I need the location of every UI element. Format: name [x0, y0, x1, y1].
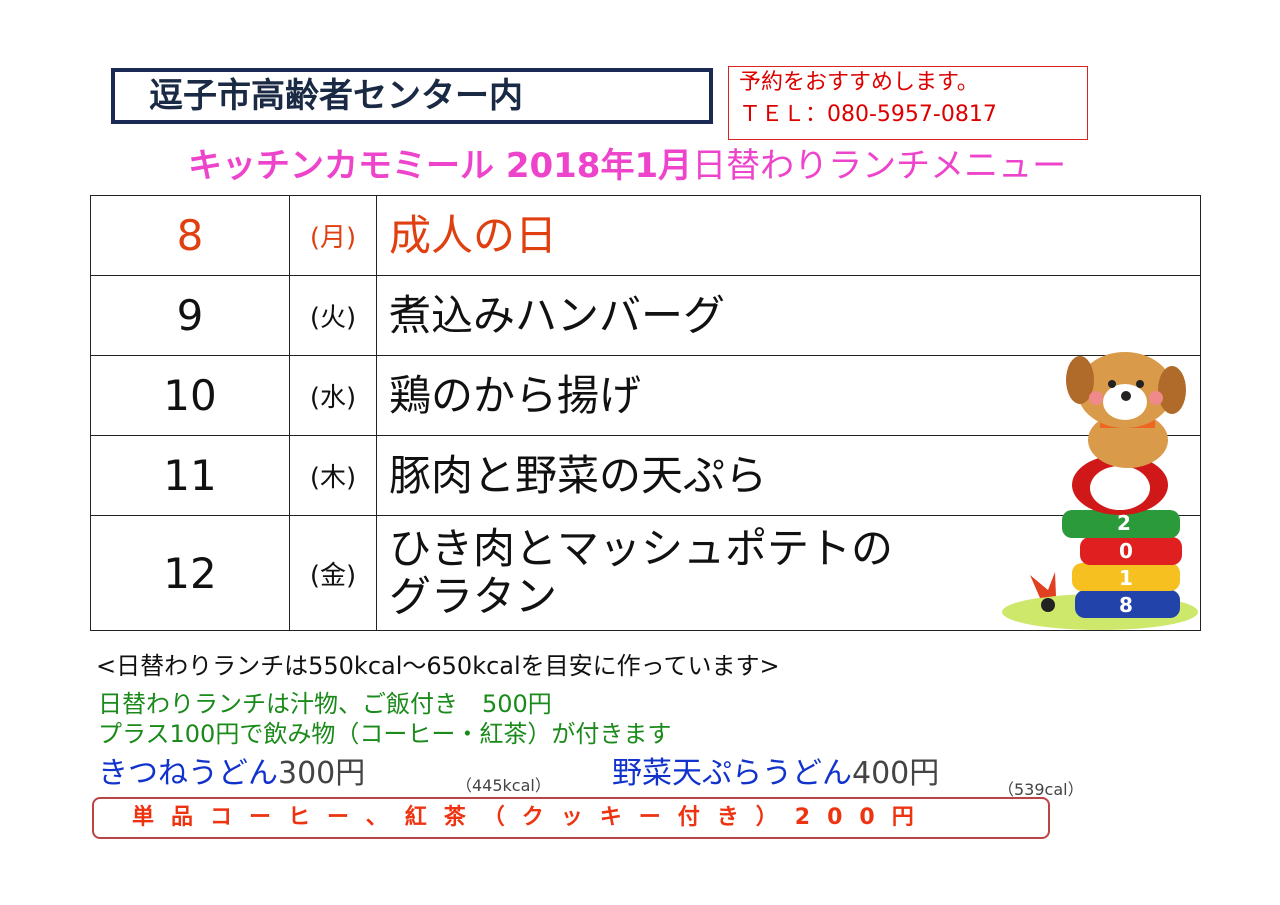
udon1-name: きつねうどん: [98, 756, 278, 791]
dish: ひき肉とマッシュポテトの グラタン: [376, 515, 1201, 631]
digit: 1: [1119, 566, 1133, 590]
udon2-price: 400円: [852, 756, 940, 791]
day: 9: [90, 275, 290, 356]
udon1-price: 300円: [278, 756, 366, 791]
table-row: 9 (火) 煮込みハンバーグ: [90, 275, 1201, 356]
menu-label: 日替わりランチメニュー: [692, 146, 1067, 186]
day: 10: [90, 355, 290, 436]
dog-on-daruma-icon: 2 0 1 8: [1002, 352, 1198, 630]
dish-line2: グラタン: [389, 572, 558, 621]
dish: 豚肉と野菜の天ぷら: [376, 435, 1201, 516]
udon1-calorie: （445kcal）: [456, 776, 551, 795]
drink-note: プラス100円で飲み物（コーヒー・紅茶）が付きます: [98, 720, 672, 748]
dish: 成人の日: [376, 195, 1201, 276]
table-row: 12 (金) ひき肉とマッシュポテトの グラタン: [90, 515, 1201, 631]
phone-number: ＴＥＬ：080-5957-0817: [739, 102, 997, 127]
weekday: (月): [289, 195, 377, 276]
reservation-box: 予約をおすすめします。 ＴＥＬ：080-5957-0817: [728, 66, 1088, 140]
reservation-text: 予約をおすすめします。: [739, 70, 979, 95]
menu-table: 8 (月) 成人の日 9 (火) 煮込みハンバーグ 10 (水) 鶏のから揚げ …: [90, 195, 1201, 631]
weekday: (火): [289, 275, 377, 356]
weekday: (木): [289, 435, 377, 516]
menu-title: キッチンカモミール 2018年1月日替わりランチメニュー: [188, 144, 1066, 188]
dish-line1: ひき肉とマッシュポテトの: [389, 524, 894, 573]
table-row: 11 (木) 豚肉と野菜の天ぷら: [90, 435, 1201, 516]
venue-title: 逗子市高齢者センター内: [111, 68, 713, 124]
weekday: (水): [289, 355, 377, 436]
digit: 8: [1119, 593, 1133, 617]
day: 8: [90, 195, 290, 276]
table-row: 10 (水) 鶏のから揚げ: [90, 355, 1201, 436]
weekday: (金): [289, 515, 377, 631]
digit: 2: [1117, 511, 1131, 535]
day: 12: [90, 515, 290, 631]
udon2-calorie: （539cal）: [998, 780, 1084, 799]
dish: 煮込みハンバーグ: [376, 275, 1201, 356]
shop-name: キッチンカモミール 2018年1月: [188, 146, 693, 186]
udon2-name: 野菜天ぷらうどん: [612, 756, 852, 791]
day: 11: [90, 435, 290, 516]
single-drink-box: 単品コーヒー、紅茶（クッキー付き）200円: [92, 797, 1050, 839]
calorie-note: <日替わりランチは550kcal～650kcalを目安に作っています>: [96, 652, 780, 680]
digit: 0: [1119, 539, 1133, 563]
udon1: きつねうどん300円: [98, 748, 365, 792]
udon2: 野菜天ぷらうどん400円: [612, 748, 939, 792]
lunch-price-note: 日替わりランチは汁物、ご飯付き 500円: [98, 690, 552, 718]
table-row: 8 (月) 成人の日: [90, 195, 1201, 276]
dish: 鶏のから揚げ: [376, 355, 1201, 436]
